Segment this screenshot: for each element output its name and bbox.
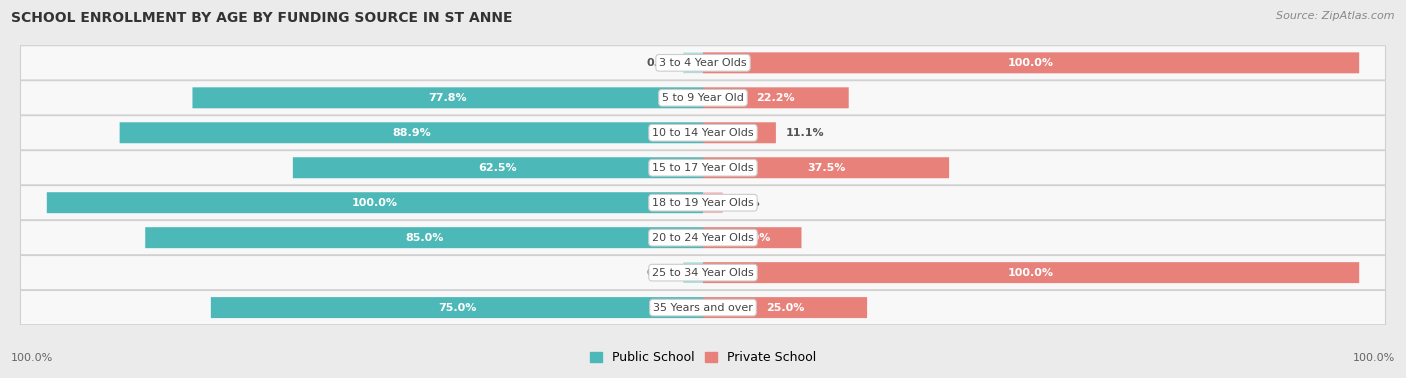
Text: Source: ZipAtlas.com: Source: ZipAtlas.com bbox=[1277, 11, 1395, 21]
Text: 15 to 17 Year Olds: 15 to 17 Year Olds bbox=[652, 163, 754, 173]
FancyBboxPatch shape bbox=[703, 122, 776, 143]
Text: 25 to 34 Year Olds: 25 to 34 Year Olds bbox=[652, 268, 754, 277]
FancyBboxPatch shape bbox=[211, 297, 703, 318]
FancyBboxPatch shape bbox=[21, 81, 1385, 115]
FancyBboxPatch shape bbox=[683, 262, 703, 283]
Text: 100.0%: 100.0% bbox=[1008, 268, 1054, 277]
Text: 100.0%: 100.0% bbox=[1008, 58, 1054, 68]
FancyBboxPatch shape bbox=[21, 150, 1385, 185]
Text: 18 to 19 Year Olds: 18 to 19 Year Olds bbox=[652, 198, 754, 208]
Text: 88.9%: 88.9% bbox=[392, 128, 430, 138]
Text: 5 to 9 Year Old: 5 to 9 Year Old bbox=[662, 93, 744, 103]
FancyBboxPatch shape bbox=[120, 122, 703, 143]
FancyBboxPatch shape bbox=[703, 53, 1360, 73]
FancyBboxPatch shape bbox=[193, 87, 703, 108]
FancyBboxPatch shape bbox=[683, 53, 703, 73]
FancyBboxPatch shape bbox=[703, 297, 868, 318]
FancyBboxPatch shape bbox=[292, 157, 703, 178]
Text: 75.0%: 75.0% bbox=[437, 303, 477, 313]
Text: 37.5%: 37.5% bbox=[807, 163, 845, 173]
FancyBboxPatch shape bbox=[21, 46, 1385, 80]
FancyBboxPatch shape bbox=[46, 192, 703, 213]
Legend: Public School, Private School: Public School, Private School bbox=[585, 346, 821, 369]
Text: 35 Years and over: 35 Years and over bbox=[652, 303, 754, 313]
Text: 77.8%: 77.8% bbox=[429, 93, 467, 103]
Text: 0.0%: 0.0% bbox=[647, 268, 676, 277]
Text: 3 to 4 Year Olds: 3 to 4 Year Olds bbox=[659, 58, 747, 68]
FancyBboxPatch shape bbox=[21, 186, 1385, 220]
FancyBboxPatch shape bbox=[703, 192, 723, 213]
Text: 100.0%: 100.0% bbox=[11, 353, 53, 363]
Text: 25.0%: 25.0% bbox=[766, 303, 804, 313]
FancyBboxPatch shape bbox=[145, 227, 703, 248]
Text: 15.0%: 15.0% bbox=[733, 233, 772, 243]
Text: 11.1%: 11.1% bbox=[786, 128, 824, 138]
FancyBboxPatch shape bbox=[21, 220, 1385, 255]
FancyBboxPatch shape bbox=[703, 87, 849, 108]
Text: 0.0%: 0.0% bbox=[730, 198, 759, 208]
Text: 85.0%: 85.0% bbox=[405, 233, 443, 243]
Text: 100.0%: 100.0% bbox=[352, 198, 398, 208]
FancyBboxPatch shape bbox=[703, 262, 1360, 283]
Text: SCHOOL ENROLLMENT BY AGE BY FUNDING SOURCE IN ST ANNE: SCHOOL ENROLLMENT BY AGE BY FUNDING SOUR… bbox=[11, 11, 513, 25]
Text: 100.0%: 100.0% bbox=[1353, 353, 1395, 363]
FancyBboxPatch shape bbox=[21, 116, 1385, 150]
Text: 10 to 14 Year Olds: 10 to 14 Year Olds bbox=[652, 128, 754, 138]
Text: 22.2%: 22.2% bbox=[756, 93, 796, 103]
FancyBboxPatch shape bbox=[21, 256, 1385, 290]
Text: 62.5%: 62.5% bbox=[478, 163, 517, 173]
FancyBboxPatch shape bbox=[21, 290, 1385, 325]
FancyBboxPatch shape bbox=[703, 227, 801, 248]
Text: 20 to 24 Year Olds: 20 to 24 Year Olds bbox=[652, 233, 754, 243]
FancyBboxPatch shape bbox=[703, 157, 949, 178]
Text: 0.0%: 0.0% bbox=[647, 58, 676, 68]
